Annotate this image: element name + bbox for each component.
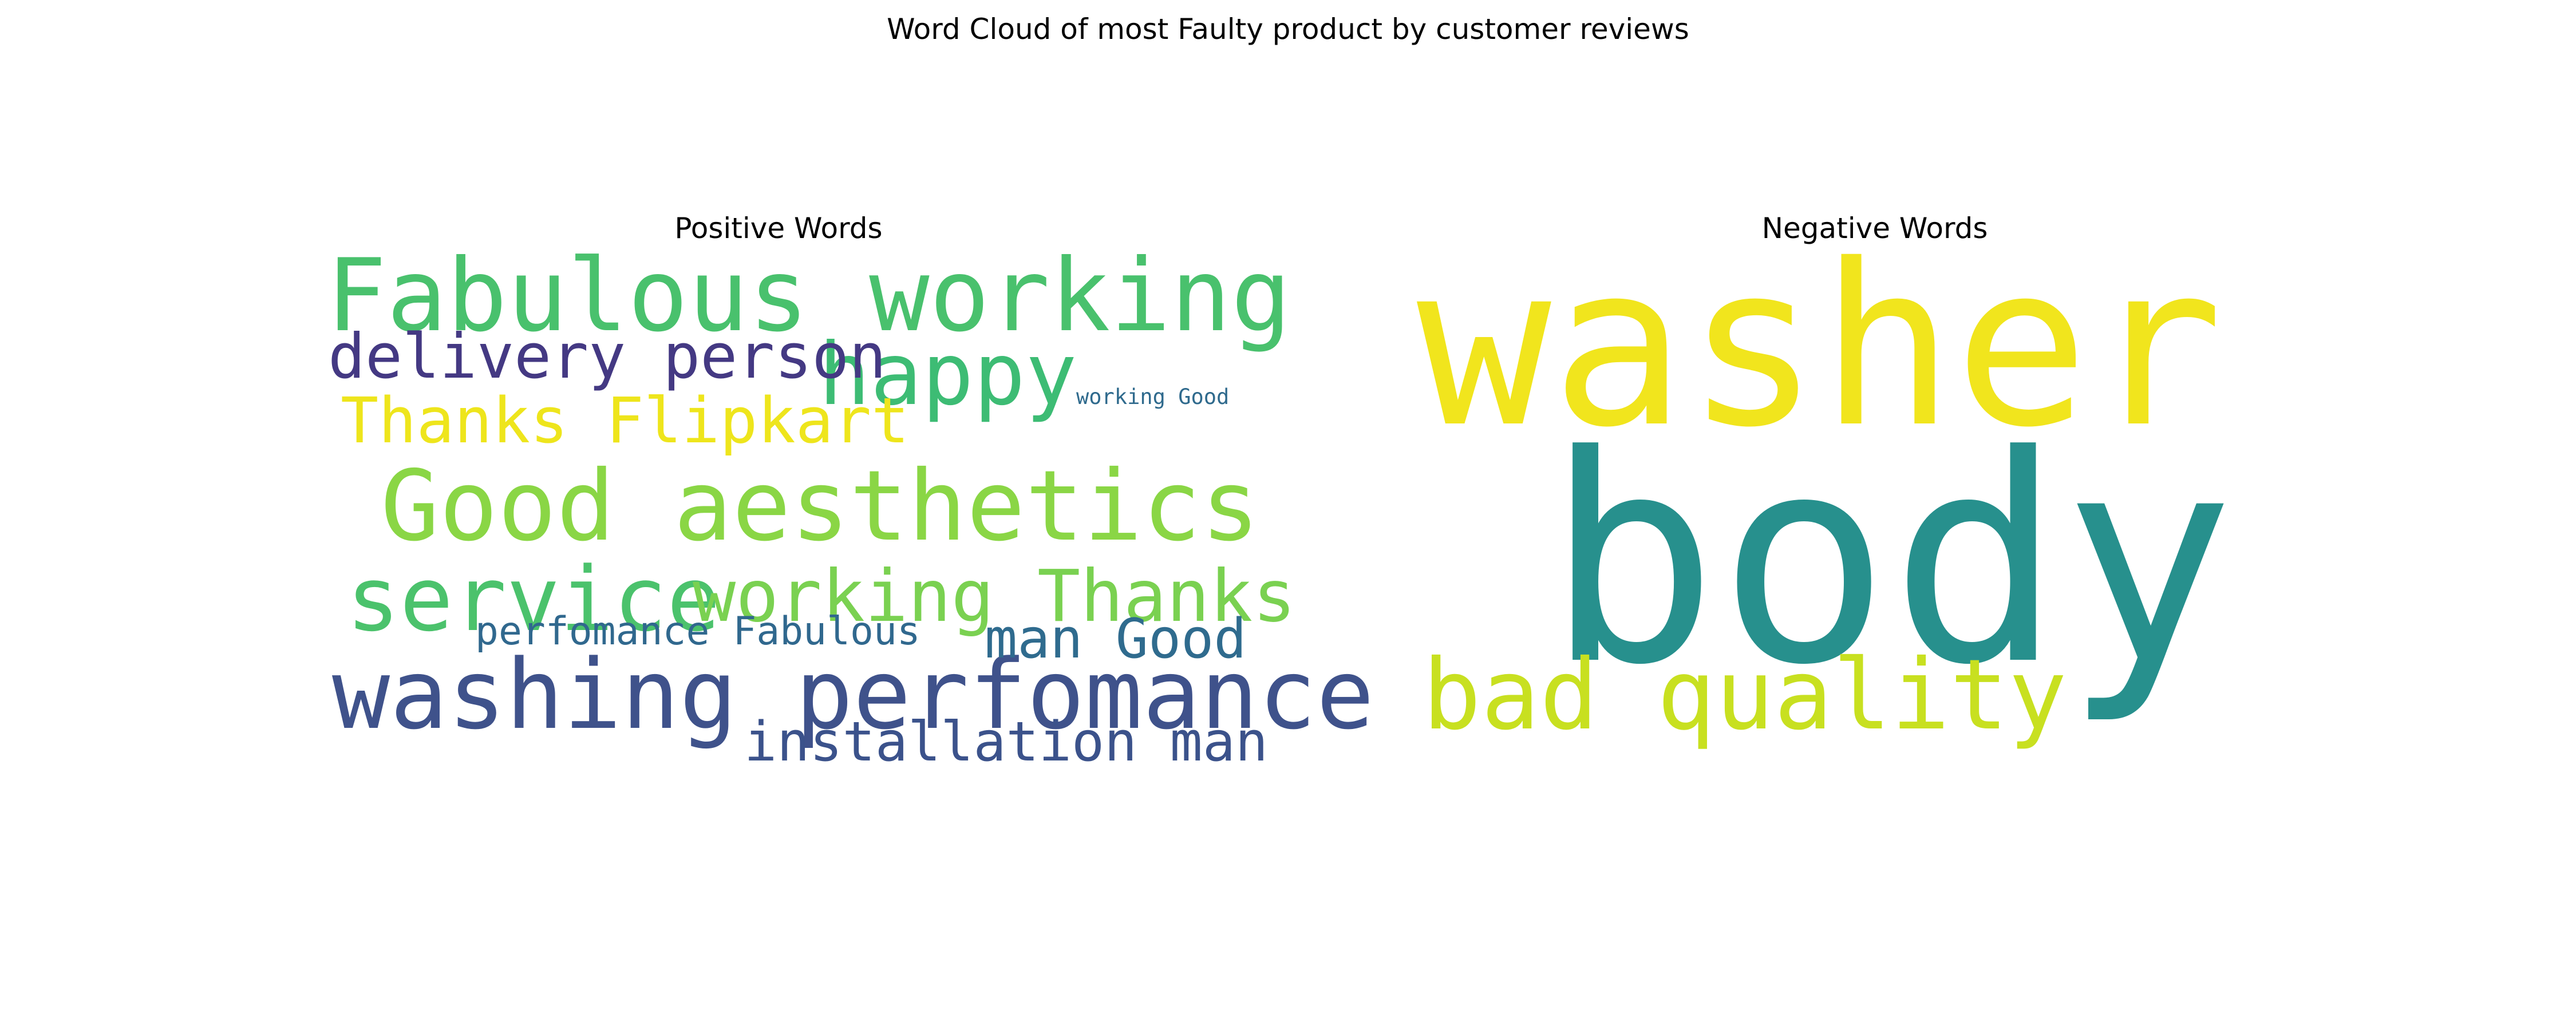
- positive-word-happy: happy: [819, 325, 1077, 425]
- figure-title: Word Cloud of most Faulty product by cus…: [887, 13, 1689, 46]
- positive-word-delivery-person: delivery person: [328, 321, 887, 393]
- positive-word-washing-perfomance: washing perfomance: [332, 639, 1374, 751]
- positive-word-fabulous-working: Fabulous working: [326, 238, 1291, 354]
- negative-word-bad-quality: bad quality: [1423, 639, 2067, 752]
- positive-word-cloud: Fabulous working Good aesthetics washing p…: [326, 246, 1374, 790]
- negative-cloud-title: Negative Words: [1761, 212, 1988, 245]
- positive-word-working-thanks: working Thanks: [693, 555, 1296, 638]
- positive-word-installation-man: installation man: [744, 711, 1269, 774]
- positive-word-service: service: [346, 548, 721, 651]
- positive-word-man-good: man Good: [985, 608, 1247, 671]
- positive-word-good-aesthetics: Good aesthetics: [381, 450, 1260, 563]
- positive-cloud-title: Positive Words: [674, 212, 883, 245]
- negative-word-body: body: [1546, 394, 2235, 727]
- negative-word-cloud: washer body bad quality: [1417, 235, 2333, 790]
- positive-word-working-good: working Good: [1076, 385, 1230, 409]
- positive-word-thanks-flipkart: Thanks Flipkart: [341, 384, 910, 457]
- negative-word-washer: washer: [1417, 216, 2223, 476]
- positive-word-perfomance-fabulous: perfomance Fabulous: [475, 609, 920, 654]
